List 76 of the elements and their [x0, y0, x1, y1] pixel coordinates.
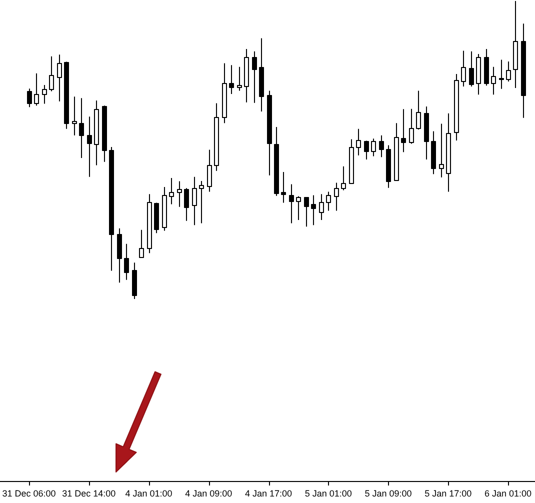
candlestick [237, 66, 242, 92]
candlestick [364, 140, 369, 160]
candlestick [199, 180, 204, 224]
x-tick-label: 4 Jan 01:00 [125, 488, 172, 498]
x-tick-label: 4 Jan 17:00 [244, 488, 292, 498]
candlestick [491, 66, 496, 96]
candlestick [87, 116, 92, 178]
candlestick [274, 126, 279, 196]
candlestick [252, 50, 257, 104]
candlestick [259, 38, 264, 112]
candlestick [401, 108, 406, 153]
candlestick [334, 182, 339, 212]
candlestick [132, 262, 137, 300]
candlestick [102, 105, 107, 162]
candlestick [72, 96, 77, 136]
x-tick-label: 31 Dec 06:00 [2, 488, 56, 498]
candlestick [27, 88, 32, 108]
x-tick-label: 5 Jan 09:00 [364, 488, 412, 498]
candlestick [349, 138, 354, 184]
candlestick [371, 138, 376, 157]
candlestick [229, 64, 234, 94]
candlestick [154, 202, 159, 234]
x-tick-label: 5 Jan 01:00 [304, 488, 352, 498]
candlestick [184, 188, 189, 222]
candlestick [222, 62, 227, 124]
candlestick [409, 108, 414, 144]
x-tick-label: 6 Jan 01:00 [484, 488, 532, 498]
candlestick [207, 149, 212, 192]
candlestick [416, 90, 421, 130]
candlestick [424, 106, 429, 160]
candlestick [296, 196, 301, 221]
candlestick [147, 194, 152, 254]
x-tick-label: 5 Jan 17:00 [424, 488, 472, 498]
candlestick [356, 128, 361, 156]
candlestick [341, 166, 346, 191]
candlestick [513, 0, 518, 89]
candlestick [244, 48, 249, 103]
candlestick [499, 59, 504, 90]
candlestick [469, 50, 474, 88]
candlestick [461, 50, 466, 88]
candlestick [124, 243, 129, 280]
candlestick [506, 60, 511, 82]
candlestick [311, 194, 316, 226]
candlestick [162, 186, 167, 232]
candlestick [64, 61, 69, 130]
candlestick [394, 122, 399, 181]
x-tick-label: 4 Jan 09:00 [185, 488, 232, 498]
candlestick [304, 196, 309, 228]
candlestick [214, 102, 219, 172]
candlestick [57, 54, 62, 102]
candlestick [42, 84, 47, 104]
candlestick [177, 180, 182, 208]
candlestick [34, 72, 39, 106]
candlestick [94, 100, 99, 166]
candlestick [454, 74, 459, 141]
candlestick [192, 176, 197, 226]
candlestick [379, 134, 384, 158]
candlestick [281, 172, 286, 204]
candlestick [431, 130, 436, 175]
candlestick [289, 184, 294, 224]
candlestick [521, 23, 526, 118]
candlestick [319, 194, 324, 221]
candlestick [49, 56, 54, 92]
candlestick [79, 98, 84, 159]
candlestick [169, 178, 174, 205]
candlestick [109, 146, 114, 272]
candlestick [139, 229, 144, 258]
candlestick [117, 228, 122, 284]
candlestick [326, 191, 331, 212]
candlestick [386, 144, 391, 188]
x-tick-label: 31 Dec 14:00 [62, 488, 116, 498]
candlestick [439, 123, 444, 178]
candlestick [267, 90, 272, 176]
candlestick [484, 48, 489, 86]
candlestick [446, 112, 451, 192]
candlestick [476, 54, 481, 96]
